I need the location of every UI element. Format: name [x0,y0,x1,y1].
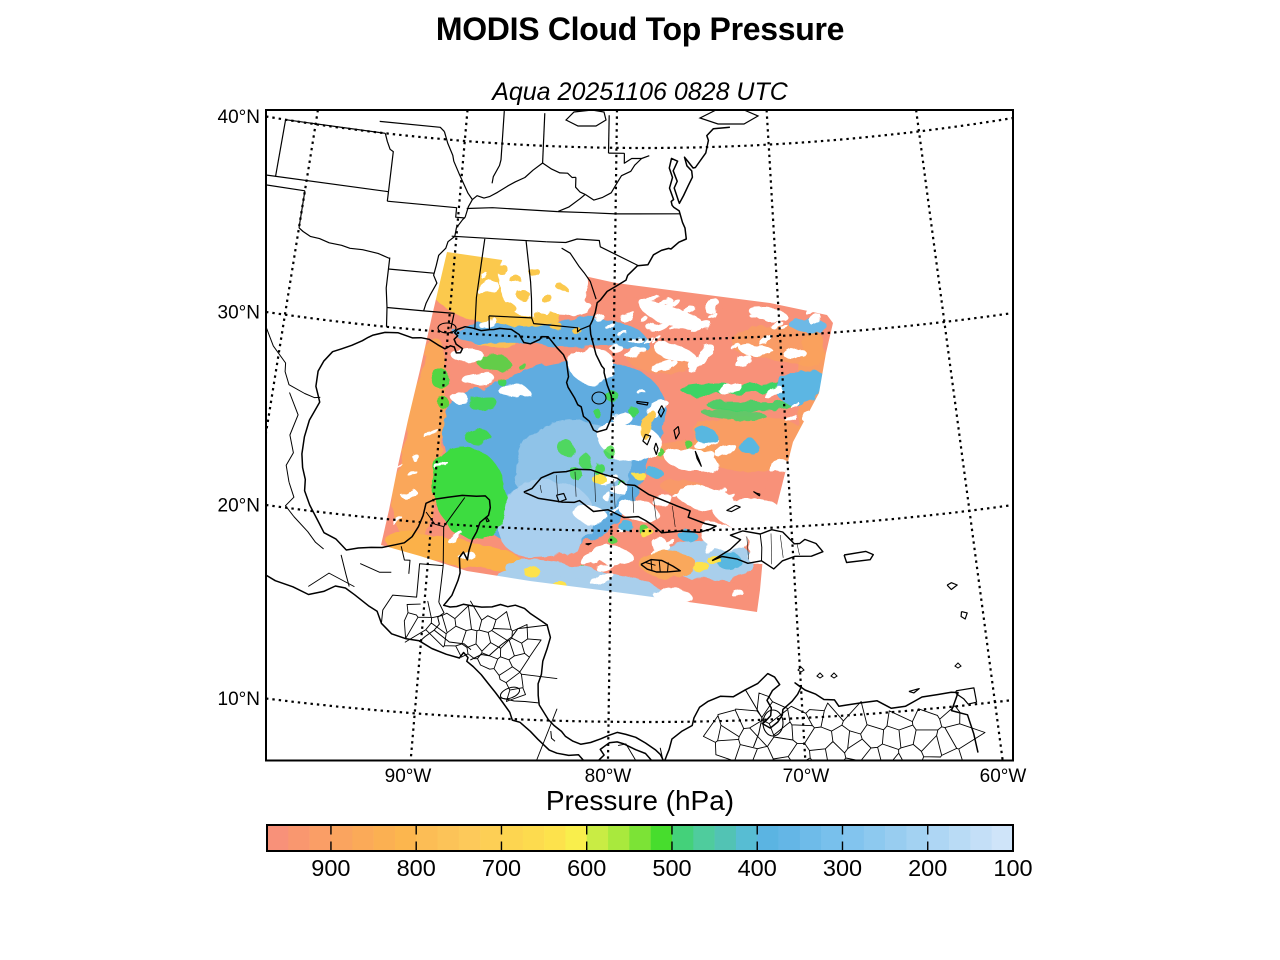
svg-text:500: 500 [652,855,691,881]
svg-text:600: 600 [567,855,606,881]
svg-text:900: 900 [311,855,350,881]
svg-text:MODIS Cloud Top Pressure: MODIS Cloud Top Pressure [436,11,844,47]
svg-text:400: 400 [738,855,777,881]
svg-text:70°W: 70°W [783,766,830,787]
svg-text:20°N: 20°N [218,496,260,517]
svg-text:60°W: 60°W [980,766,1027,787]
svg-text:30°N: 30°N [218,303,260,324]
svg-text:10°N: 10°N [218,689,260,710]
svg-text:Pressure (hPa): Pressure (hPa) [546,785,734,816]
svg-text:300: 300 [823,855,862,881]
svg-text:200: 200 [908,855,947,881]
svg-text:90°W: 90°W [385,766,432,787]
svg-text:700: 700 [482,855,521,881]
svg-text:100: 100 [993,855,1032,881]
svg-text:Aqua 20251106 0828 UTC: Aqua 20251106 0828 UTC [490,78,789,106]
svg-text:800: 800 [397,855,436,881]
svg-text:40°N: 40°N [218,107,260,128]
svg-text:80°W: 80°W [585,766,632,787]
